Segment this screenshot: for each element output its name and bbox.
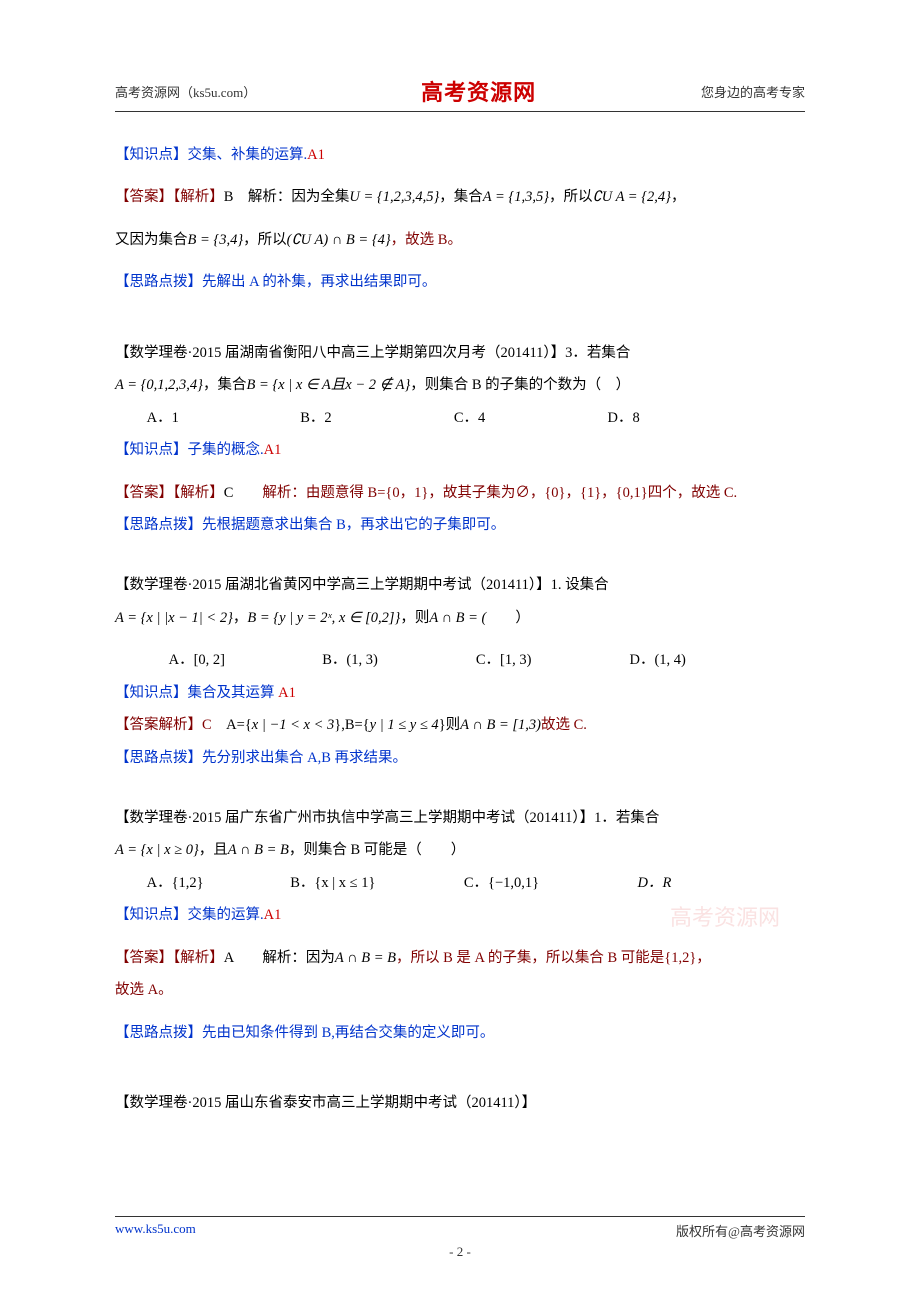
answer-line-3: 【答案解析】C A={x | −1 < x < 3},B={y | 1 ≤ y … — [115, 710, 805, 740]
footer-copyright: 版权所有@高考资源网 — [676, 1221, 805, 1240]
result-set: (∁U A) ∩ B = {4} — [287, 232, 391, 248]
question-4: A = {x | x ≥ 0}，且A ∩ B = B，则集合 B 可能是（ ） — [115, 835, 805, 865]
watermark: 高考资源网 — [670, 900, 780, 932]
header-left: 高考资源网（ks5u.com） — [115, 82, 256, 101]
source-line-5: 【数学理卷·2015 届山东省泰安市高三上学期期中考试（201411）】 — [115, 1088, 805, 1118]
kp-text: 交集、补集的运算. — [188, 147, 308, 163]
question-3: A = {x | |x − 1| < 2}，B = {y | y = 2ˣ, x… — [115, 603, 805, 633]
ans-letter: B — [224, 189, 234, 205]
complement-a: ∁U A = {2,4} — [593, 189, 671, 205]
opt-a: A．[0, 2] — [169, 645, 319, 675]
footer-url: www.ks5u.com — [115, 1221, 196, 1240]
tip-text: 先解出 A 的补集，再求出结果即可。 — [202, 274, 436, 290]
set-a: A = {1,3,5} — [483, 189, 549, 205]
options-3: A．[0, 2] B．(1, 3) C．[1, 3) D．(1, 4) — [115, 645, 805, 675]
answer-line-1a: 【答案】【解析】B 解析：因为全集U = {1,2,3,4,5}，集合A = {… — [115, 182, 805, 212]
opt-a: A．1 — [147, 403, 297, 433]
page-number: - 2 - — [0, 1244, 920, 1260]
header-logo-text: 高考资源网 — [421, 75, 536, 107]
kp-label: 【知识点】 — [115, 147, 188, 163]
answer-line-4b: 故选 A。 — [115, 975, 805, 1005]
kp-line-3: 【知识点】集合及其运算 A1 — [115, 678, 805, 708]
opt-a: A．{1,2} — [147, 868, 287, 898]
kp-line-1: 【知识点】交集、补集的运算.A1 — [115, 140, 805, 170]
header-right: 您身边的高考专家 — [701, 82, 805, 101]
source-line-4: 【数学理卷·2015 届广东省广州市执信中学高三上学期期中考试（201411）】… — [115, 803, 805, 833]
answer-line-4a: 【答案】【解析】A 解析：因为A ∩ B = B，所以 B 是 A 的子集，所以… — [115, 943, 805, 973]
tip-line-1: 【思路点拨】先解出 A 的补集，再求出结果即可。 — [115, 267, 805, 297]
options-4: A．{1,2} B．{x | x ≤ 1} C．{−1,0,1} D．R — [115, 868, 805, 898]
ans-label: 【答案】【解析】 — [115, 189, 224, 205]
opt-d: D．(1, 4) — [630, 645, 686, 675]
opt-c: C．4 — [454, 403, 604, 433]
opt-d: D．R — [638, 868, 672, 898]
tip-line-3: 【思路点拨】先分别求出集合 A,B 再求结果。 — [115, 743, 805, 773]
document-body: 【知识点】交集、补集的运算.A1 【答案】【解析】B 解析：因为全集U = {1… — [115, 140, 805, 1119]
opt-b: B．(1, 3) — [322, 645, 472, 675]
answer-line-1b: 又因为集合B = {3,4}，所以(∁U A) ∩ B = {4}，故选 B。 — [115, 225, 805, 255]
set-u: U = {1,2,3,4,5} — [349, 189, 439, 205]
ans-prefix: 解析：因为全集 — [248, 189, 350, 205]
opt-b: B．2 — [300, 403, 450, 433]
kp-line-2: 【知识点】子集的概念.A1 — [115, 435, 805, 465]
tip-line-4: 【思路点拨】先由已知条件得到 B,再结合交集的定义即可。 — [115, 1018, 805, 1048]
answer-line-2: 【答案】【解析】C 解析：由题意得 B={0，1}，故其子集为∅，{0}，{1}… — [115, 478, 805, 508]
opt-b: B．{x | x ≤ 1} — [290, 868, 460, 898]
page-header: 高考资源网（ks5u.com） 高考资源网 您身边的高考专家 — [115, 75, 805, 112]
options-2: A．1 B．2 C．4 D．8 — [115, 403, 805, 433]
source-line-2: 【数学理卷·2015 届湖南省衡阳八中高三上学期第四次月考（201411）】3．… — [115, 338, 805, 368]
opt-d: D．8 — [608, 403, 640, 433]
opt-c: C．[1, 3) — [476, 645, 626, 675]
set-b: B = {3,4} — [188, 232, 244, 248]
kp-code: A1 — [307, 147, 325, 163]
tip-label: 【思路点拨】 — [115, 274, 202, 290]
source-line-3: 【数学理卷·2015 届湖北省黄冈中学高三上学期期中考试（201411）】1. … — [115, 570, 805, 600]
tip-line-2: 【思路点拨】先根据题意求出集合 B，再求出它的子集即可。 — [115, 510, 805, 540]
opt-c: C．{−1,0,1} — [464, 868, 634, 898]
question-2: A = {0,1,2,3,4}，集合B = {x | x ∈ A且x − 2 ∉… — [115, 370, 805, 400]
page-footer: www.ks5u.com 版权所有@高考资源网 — [115, 1216, 805, 1240]
